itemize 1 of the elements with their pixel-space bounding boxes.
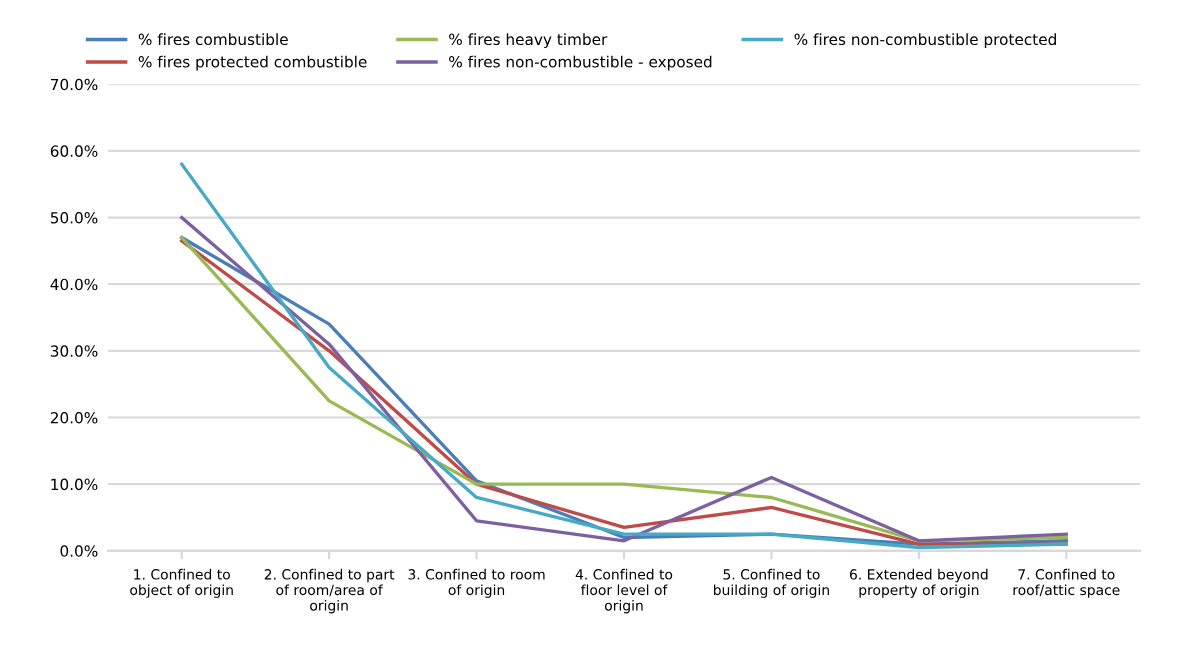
line-series (180, 162, 1068, 550)
